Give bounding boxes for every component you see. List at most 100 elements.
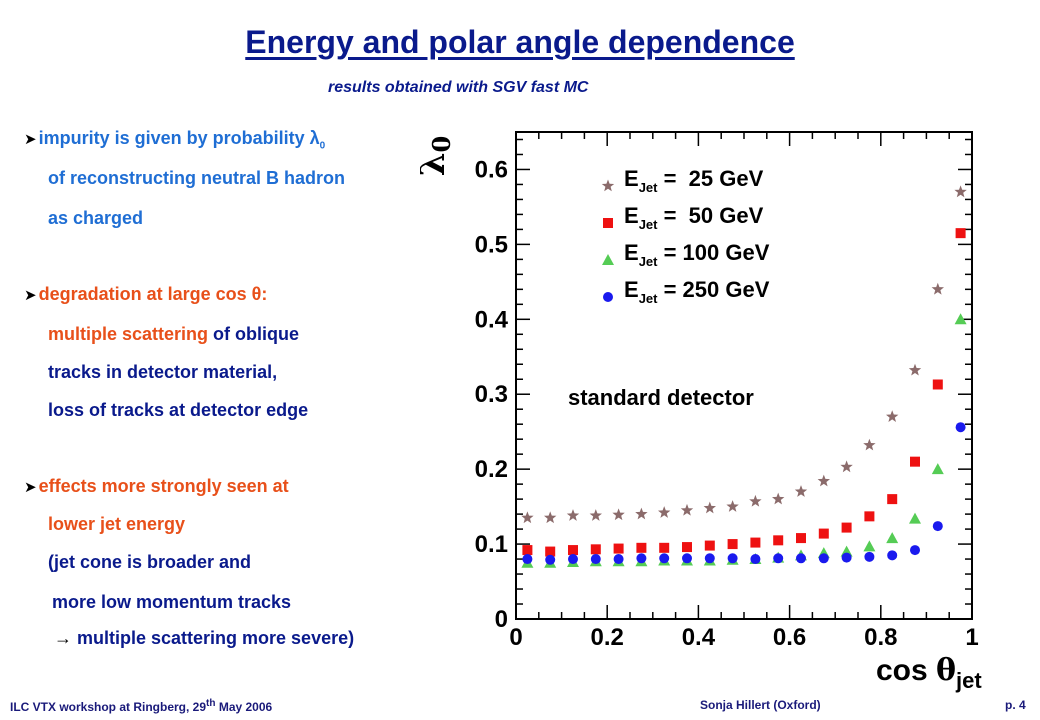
point-triangle xyxy=(886,532,899,544)
slide-title: Energy and polar angle dependence xyxy=(245,24,795,60)
bullet-arrow-icon: ➤ xyxy=(24,131,37,148)
x-tick-labels: 0 0.2 0.4 0.6 0.8 1 xyxy=(509,624,978,651)
point-star xyxy=(931,282,944,295)
point-star xyxy=(863,438,876,451)
legend-label: EJet = 100 GeV xyxy=(624,240,770,269)
point-square xyxy=(522,545,533,556)
point-star xyxy=(886,410,899,422)
point-star xyxy=(612,508,625,521)
point-circle xyxy=(818,553,829,564)
point-circle xyxy=(613,554,624,565)
point-circle xyxy=(727,553,738,564)
point-star xyxy=(589,509,602,521)
data-points xyxy=(521,185,967,568)
point-square xyxy=(773,535,784,546)
point-star xyxy=(817,474,830,487)
point-circle xyxy=(682,553,692,564)
point-circle xyxy=(887,550,898,561)
y-tick-label: 0.6 xyxy=(475,156,508,183)
point-square xyxy=(750,537,761,548)
bullet-arrow-icon: ➤ xyxy=(24,287,37,304)
theta-symbol: θ xyxy=(251,284,262,304)
point-star xyxy=(772,492,785,505)
x-tick-label: 0 xyxy=(509,624,522,651)
point-triangle xyxy=(954,313,967,325)
point-star xyxy=(635,507,648,520)
point-star xyxy=(703,501,716,514)
legend: EJet = 25 GeV EJet = 50 GeV EJet = 100 GeV… xyxy=(601,166,770,306)
y-tick-labels: 0 0.1 0.2 0.3 0.4 0.5 0.6 xyxy=(475,156,509,633)
point-circle xyxy=(659,553,670,564)
bullet-2-line-2: multiple scattering of oblique xyxy=(48,324,300,344)
bullet-3-line-1: ➤ effects more strongly seen at xyxy=(24,476,289,496)
point-square xyxy=(818,528,829,539)
right-arrow-icon: → xyxy=(54,628,72,648)
point-star xyxy=(840,460,853,473)
point-square xyxy=(704,540,715,551)
point-circle xyxy=(796,553,806,564)
point-circle xyxy=(955,422,966,433)
footer-page-number: p. 4 xyxy=(1005,698,1026,712)
point-square xyxy=(590,544,601,555)
point-star xyxy=(954,185,967,198)
point-square xyxy=(545,546,556,557)
point-square xyxy=(659,542,670,553)
point-star xyxy=(749,494,762,507)
point-triangle xyxy=(909,512,921,524)
bullet-1-line-1: ➤ impurity is given by probability λ0 xyxy=(24,128,326,152)
point-circle xyxy=(750,554,761,565)
bullet-3-line-5: → multiple scattering more severe) xyxy=(54,628,355,648)
point-circle xyxy=(522,554,533,565)
point-square xyxy=(636,542,647,553)
legend-marker-square xyxy=(603,218,613,228)
point-square xyxy=(841,522,852,533)
y-tick-label: 0.3 xyxy=(475,381,508,408)
y-tick-label: 0.2 xyxy=(475,456,508,483)
y-tick-label: 0 xyxy=(495,606,508,633)
legend-label: EJet = 250 GeV xyxy=(624,277,770,306)
footer-author: Sonja Hillert (Oxford) xyxy=(700,698,821,712)
legend-marker-triangle xyxy=(602,254,614,265)
point-square xyxy=(796,533,806,544)
bullet-arrow-icon: ➤ xyxy=(24,479,37,496)
bullet-3-line-3: (jet cone is broader and xyxy=(48,552,252,572)
point-square xyxy=(613,543,624,554)
axis-ticks xyxy=(515,132,973,620)
point-circle xyxy=(545,554,556,565)
point-circle xyxy=(841,552,852,563)
bullet-3-line-4: more low momentum tracks xyxy=(52,592,292,612)
bullet-1-line-3: as charged xyxy=(48,208,144,228)
point-square xyxy=(682,542,692,553)
point-circle xyxy=(932,521,943,532)
x-tick-label: 1 xyxy=(965,624,978,651)
lambda-symbol: λ xyxy=(309,128,320,148)
x-tick-label: 0.2 xyxy=(591,624,624,651)
point-circle xyxy=(910,545,920,556)
point-circle xyxy=(773,553,784,564)
point-square xyxy=(932,379,943,390)
point-star xyxy=(566,509,580,521)
point-square xyxy=(727,539,738,550)
point-star xyxy=(726,500,739,512)
point-square xyxy=(910,456,920,467)
point-star xyxy=(680,503,694,516)
footer-left: ILC VTX workshop at Ringberg, 29th May 2… xyxy=(10,698,273,714)
legend-label: EJet = 25 GeV xyxy=(624,166,764,195)
point-star xyxy=(521,511,534,524)
bullet-2-line-1: ➤ degradation at large cos θ: xyxy=(24,284,268,304)
y-tick-label: 0.4 xyxy=(475,306,509,333)
point-star xyxy=(908,363,922,376)
point-triangle xyxy=(863,540,876,552)
point-square xyxy=(568,545,578,556)
point-circle xyxy=(704,553,715,564)
legend-marker-star xyxy=(601,179,615,192)
point-circle xyxy=(590,554,601,565)
point-triangle xyxy=(931,463,944,475)
x-tick-label: 0.6 xyxy=(773,624,806,651)
x-axis-label: cos θjet xyxy=(876,653,982,693)
bullet-2-line-3: tracks in detector material, xyxy=(48,362,278,382)
legend-marker-circle xyxy=(603,292,613,302)
lambda0-scatter-chart: 0 0.2 0.4 0.6 0.8 1 0 0.1 0.2 0.3 0.4 0.5 0.6 EJet … xyxy=(420,131,982,693)
x-tick-label: 0.8 xyxy=(864,624,897,651)
chart-annotation: standard detector xyxy=(568,385,754,410)
